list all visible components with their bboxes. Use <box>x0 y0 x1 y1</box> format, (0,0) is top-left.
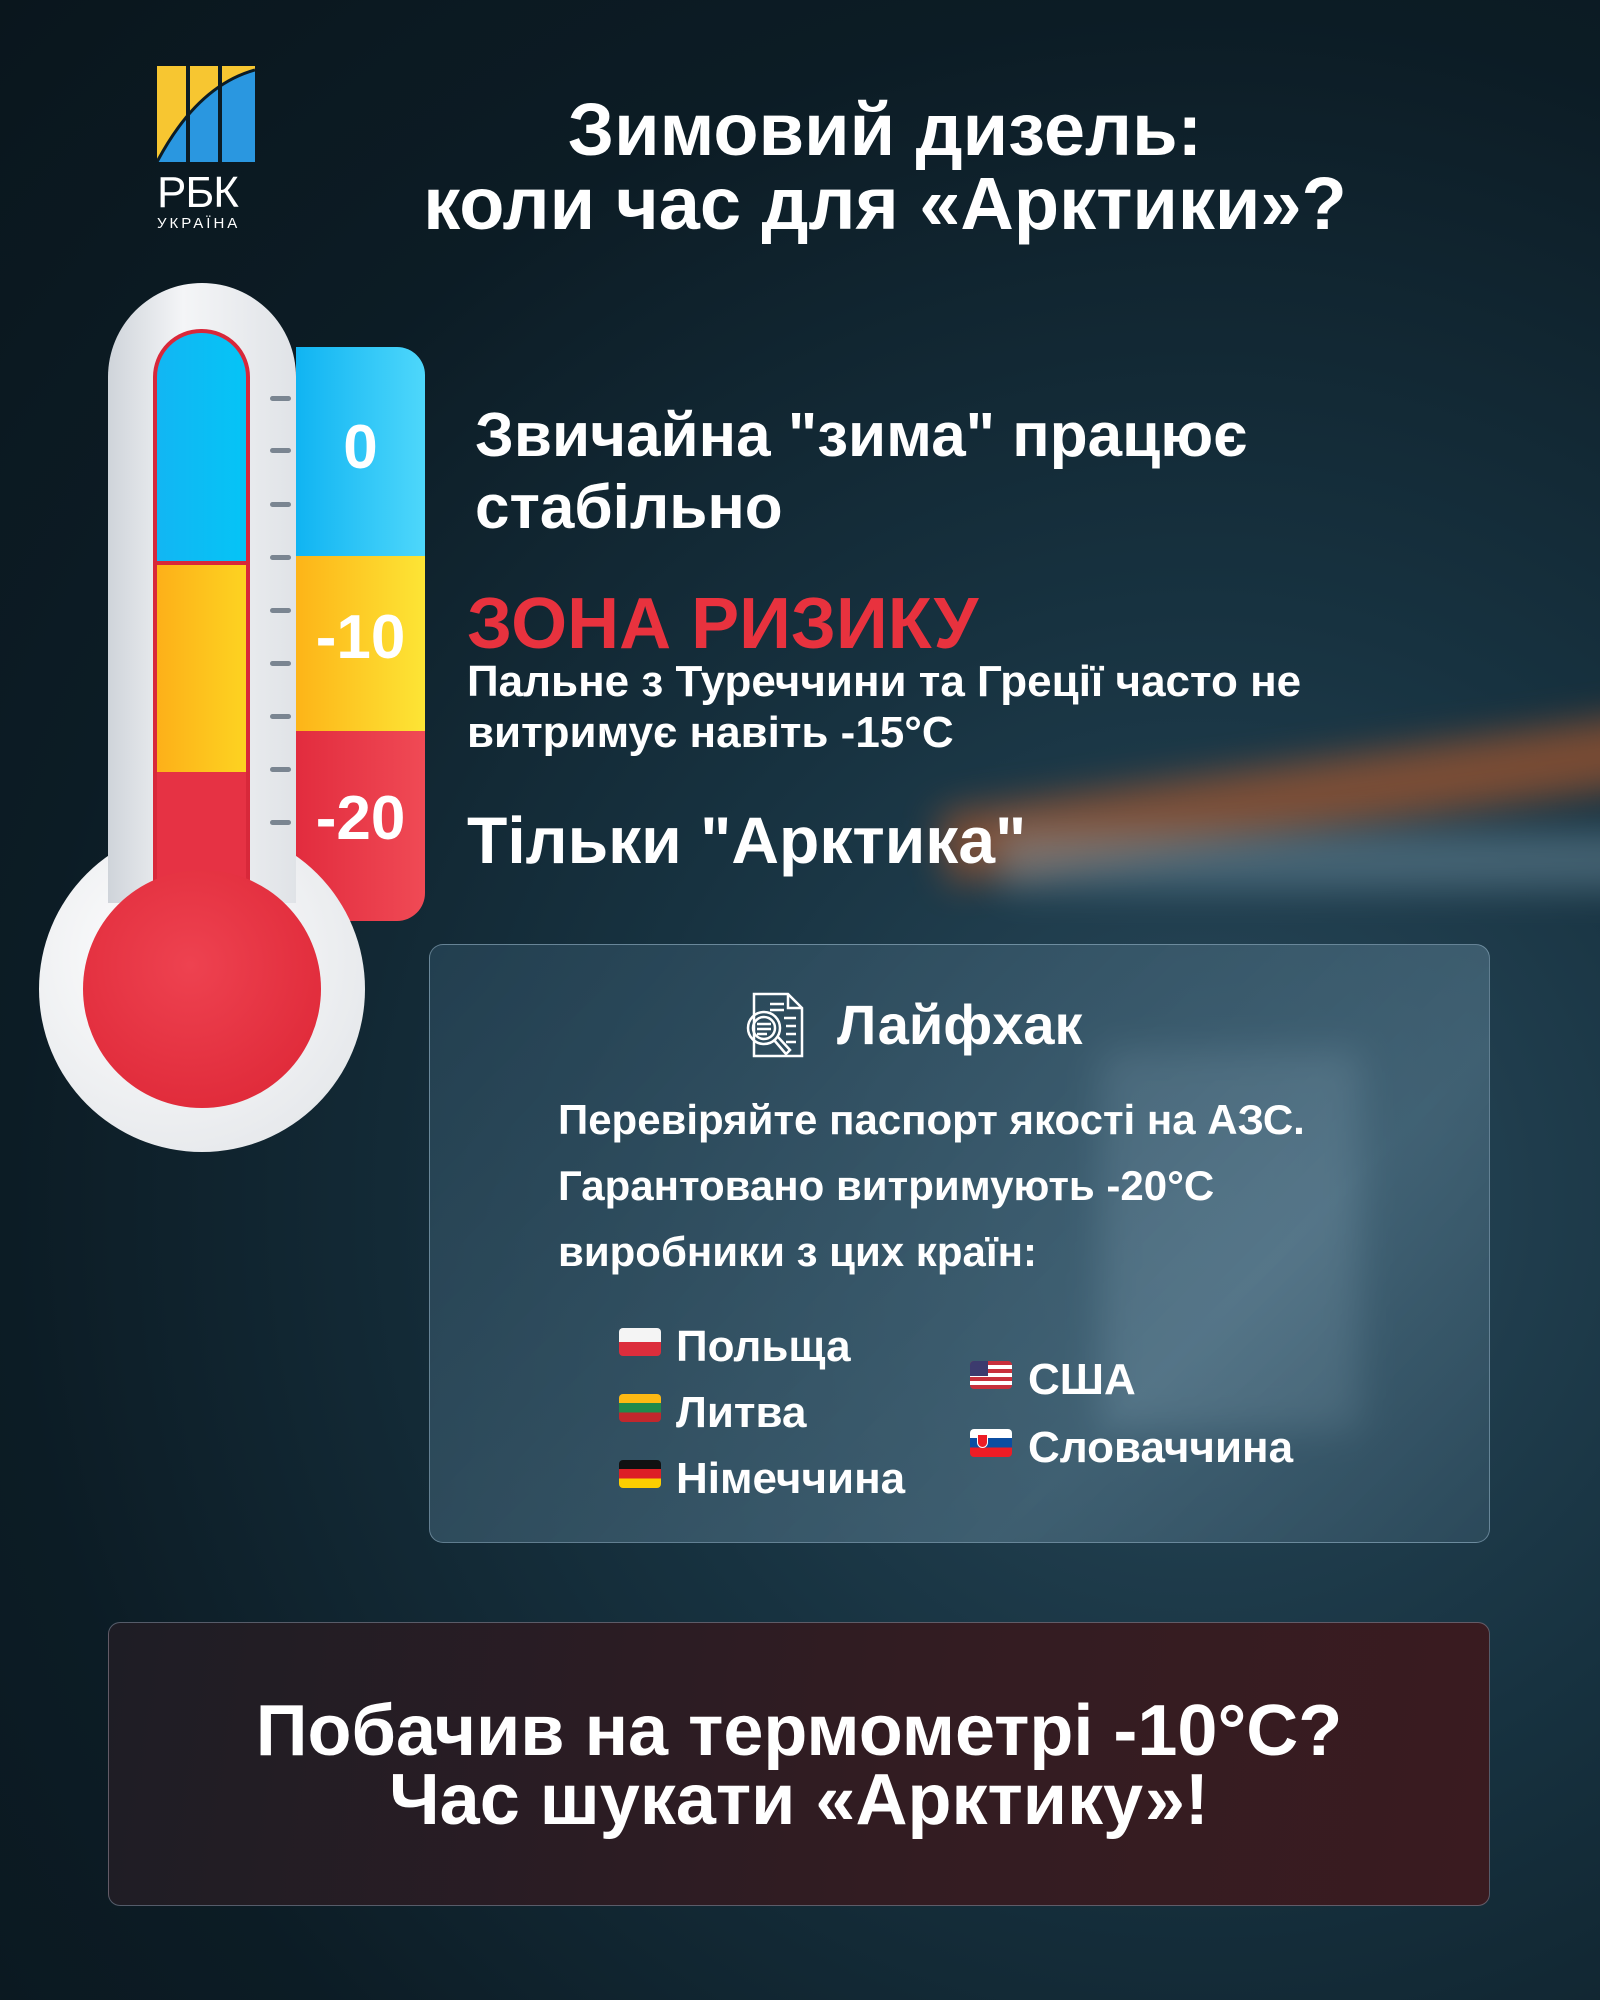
logo-mark-icon <box>155 66 256 163</box>
normal-zone-line1: Звичайна "зима" працює <box>475 401 1248 470</box>
poland-flag-icon <box>619 1328 661 1356</box>
call-to-action-box <box>108 1622 1490 1906</box>
cta-line2: Час шукати «Арктику»! <box>389 1760 1209 1840</box>
tick <box>270 502 291 507</box>
tick <box>270 608 291 613</box>
country-usa: США <box>1028 1355 1136 1404</box>
page-title-line2: коли час для «Арктики»? <box>423 162 1347 245</box>
country-poland: Польща <box>676 1322 851 1371</box>
lifehack-line1: Перевіряйте паспорт якості на АЗС. <box>558 1096 1305 1143</box>
tick <box>270 448 291 453</box>
scale-label-minus20: -20 <box>315 784 406 853</box>
document-search-icon <box>746 992 804 1058</box>
tick <box>270 555 291 560</box>
country-lithuania: Литва <box>676 1388 807 1437</box>
scale-label-minus10: -10 <box>315 603 406 672</box>
lifehack-card <box>429 944 1490 1543</box>
logo-text: РБК <box>157 168 239 217</box>
lithuania-flag-icon <box>619 1394 661 1422</box>
arctic-zone-text: Тільки "Арктика" <box>467 803 1027 877</box>
scale-label-0: 0 <box>343 413 378 482</box>
tick <box>270 820 291 825</box>
slovakia-flag-icon <box>970 1429 1012 1457</box>
thermometer-bulb <box>83 870 321 1108</box>
page-title-line1: Зимовий дизель: <box>567 88 1203 171</box>
risk-zone-line2: витримує навіть -15°C <box>467 708 954 757</box>
risk-zone-heading: ЗОНА РИЗИКУ <box>467 584 979 664</box>
tick <box>270 767 291 772</box>
rbk-logo: РБК УКРАЇНА <box>155 66 256 232</box>
lifehack-line2: Гарантовано витримують -20°C <box>558 1162 1215 1209</box>
tick <box>270 661 291 666</box>
country-germany: Німеччина <box>676 1454 906 1503</box>
risk-zone-line1: Пальне з Туреччини та Греції часто не <box>467 657 1302 706</box>
tick <box>270 396 291 401</box>
usa-flag-icon <box>970 1361 1012 1389</box>
normal-zone-line2: стабільно <box>475 473 783 542</box>
tick <box>270 714 291 719</box>
lifehack-title: Лайфхак <box>837 993 1083 1056</box>
germany-flag-icon <box>619 1460 661 1488</box>
cta-line1: Побачив на термометрі -10°C? <box>255 1691 1343 1771</box>
logo-subtext: УКРАЇНА <box>157 215 241 232</box>
lifehack-line3: виробники з цих країн: <box>558 1228 1038 1275</box>
country-slovakia: Словаччина <box>1028 1423 1294 1472</box>
background-canopy-light <box>1000 830 1600 890</box>
